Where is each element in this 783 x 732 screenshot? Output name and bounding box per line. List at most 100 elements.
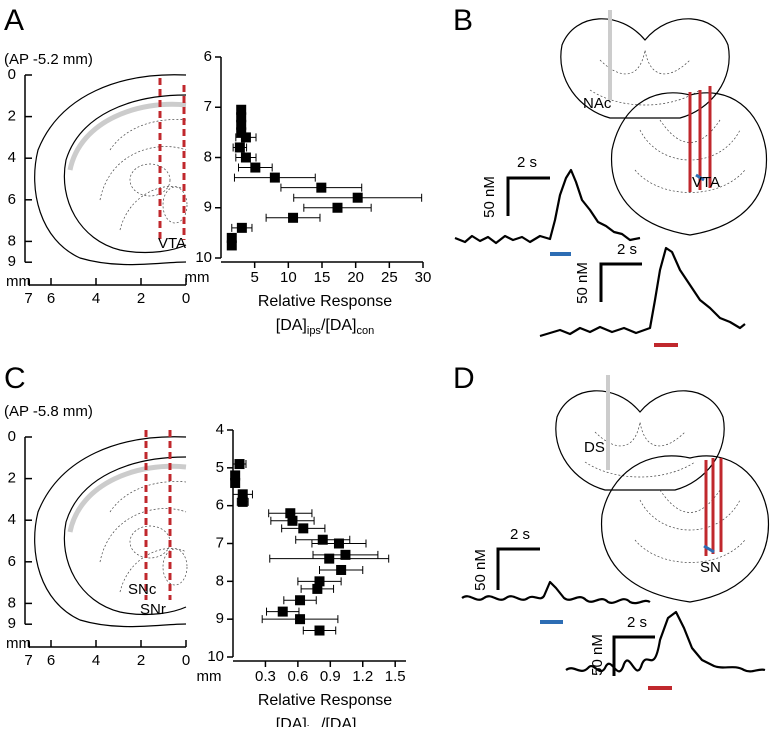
data-point	[295, 595, 306, 606]
y-tick-label: 10	[207, 648, 224, 665]
y-tick-label: 9	[204, 199, 212, 216]
data-point	[288, 212, 299, 223]
data-point	[317, 534, 328, 545]
data-point	[277, 606, 288, 617]
ruler-label: 6	[47, 652, 55, 669]
ruler-label: 2	[137, 652, 145, 669]
brain-slice	[34, 74, 188, 266]
scale-conc: 50 nM	[574, 262, 591, 304]
ruler-label: 6	[8, 191, 16, 208]
scale-conc: 50 nM	[472, 549, 489, 591]
x-tick-label: 25	[381, 269, 398, 286]
ruler-label: 6	[8, 553, 16, 570]
x-unit-label: mm	[197, 668, 222, 685]
x-tick-label: 0.6	[287, 668, 308, 685]
x-axis-label: [DA]ips/[DA]con	[276, 716, 375, 727]
ruler-label: 7	[24, 652, 32, 669]
data-point	[269, 172, 280, 183]
ruler-label: 9	[8, 615, 16, 632]
y-tick-label: 6	[204, 48, 212, 65]
region-label: SNc	[128, 581, 157, 598]
data-point	[240, 152, 251, 163]
y-tick-label: 5	[216, 459, 224, 476]
ruler-label: 2	[8, 108, 16, 125]
region-label: SNr	[140, 601, 166, 618]
region-label: SN	[700, 559, 721, 576]
scale-time: 2 s	[617, 241, 637, 258]
x-tick-label: 0.9	[320, 668, 341, 685]
scale-bar	[612, 635, 655, 676]
x-tick-label: 0.3	[255, 668, 276, 685]
ruler-label: 8	[8, 594, 16, 611]
data-point	[298, 523, 309, 534]
data-point	[237, 489, 248, 500]
ruler-label: 2	[137, 290, 145, 307]
y-tick-label: 6	[216, 497, 224, 514]
panel-letter: D	[453, 362, 475, 395]
ruler-label: 0	[182, 652, 190, 669]
y-tick-label: 4	[216, 421, 224, 438]
x-axis-label-part: ips	[307, 325, 322, 337]
x-tick-label: 1.2	[352, 668, 373, 685]
ruler-label: 4	[92, 290, 100, 307]
data-point	[336, 564, 347, 575]
x-axis-label-part: /[DA]	[321, 716, 357, 727]
data-point	[236, 127, 247, 138]
y-tick-label: 7	[216, 534, 224, 551]
trace	[454, 168, 641, 245]
x-tick-label: 20	[347, 269, 364, 286]
data-point	[314, 576, 325, 587]
x-axis-label-part: [DA]	[276, 716, 307, 727]
data-point	[236, 104, 247, 115]
ruler-label: 8	[8, 232, 16, 249]
data-point	[324, 553, 335, 564]
x-tick-label: 1.5	[385, 668, 406, 685]
scale-conc: 50 nM	[481, 176, 498, 218]
panel-letter: A	[4, 4, 24, 37]
scale-conc: 50 nM	[589, 634, 606, 676]
panel-letter: C	[4, 362, 26, 395]
x-axis-label-part: con	[357, 325, 375, 337]
data-point	[295, 614, 306, 625]
data-point	[236, 112, 247, 123]
data-point	[236, 222, 247, 233]
ruler-unit: mm	[6, 273, 31, 290]
x-tick-label: 5	[250, 269, 258, 286]
scale-bar	[506, 176, 550, 216]
x-axis-label: [DA]ips/[DA]con	[276, 317, 375, 337]
region-label: VTA	[692, 174, 720, 191]
data-point	[287, 515, 298, 526]
scale-time: 2 s	[517, 154, 537, 171]
data-point	[236, 119, 247, 130]
data-point	[332, 202, 343, 213]
y-tick-label: 10	[195, 249, 212, 266]
ruler-label: 0	[182, 290, 190, 307]
data-point	[340, 549, 351, 560]
x-axis-label: Relative Response	[258, 293, 392, 310]
brain-diagram	[560, 10, 768, 236]
y-tick-label: 8	[216, 572, 224, 589]
site-label: DS	[584, 439, 605, 456]
data-point	[237, 496, 248, 507]
ruler-unit: mm	[6, 635, 31, 652]
data-point	[333, 538, 344, 549]
ruler-label: 0	[8, 66, 16, 83]
ruler-label: 9	[8, 253, 16, 270]
scale-bar	[496, 547, 540, 590]
data-point	[312, 583, 323, 594]
data-point	[316, 182, 327, 193]
site-label: NAc	[583, 95, 612, 112]
x-axis-label-part: /[DA]	[321, 317, 357, 334]
ruler-label: 0	[8, 428, 16, 445]
y-tick-label: 8	[204, 148, 212, 165]
data-point	[226, 232, 237, 243]
ruler-label: 4	[8, 511, 16, 528]
x-axis-label-part: [DA]	[276, 317, 307, 334]
data-point	[230, 470, 241, 481]
x-tick-label: 30	[415, 269, 432, 286]
trace	[539, 246, 746, 338]
ruler-label: 7	[24, 290, 32, 307]
x-unit-label: mm	[185, 269, 210, 286]
data-point	[234, 142, 245, 153]
